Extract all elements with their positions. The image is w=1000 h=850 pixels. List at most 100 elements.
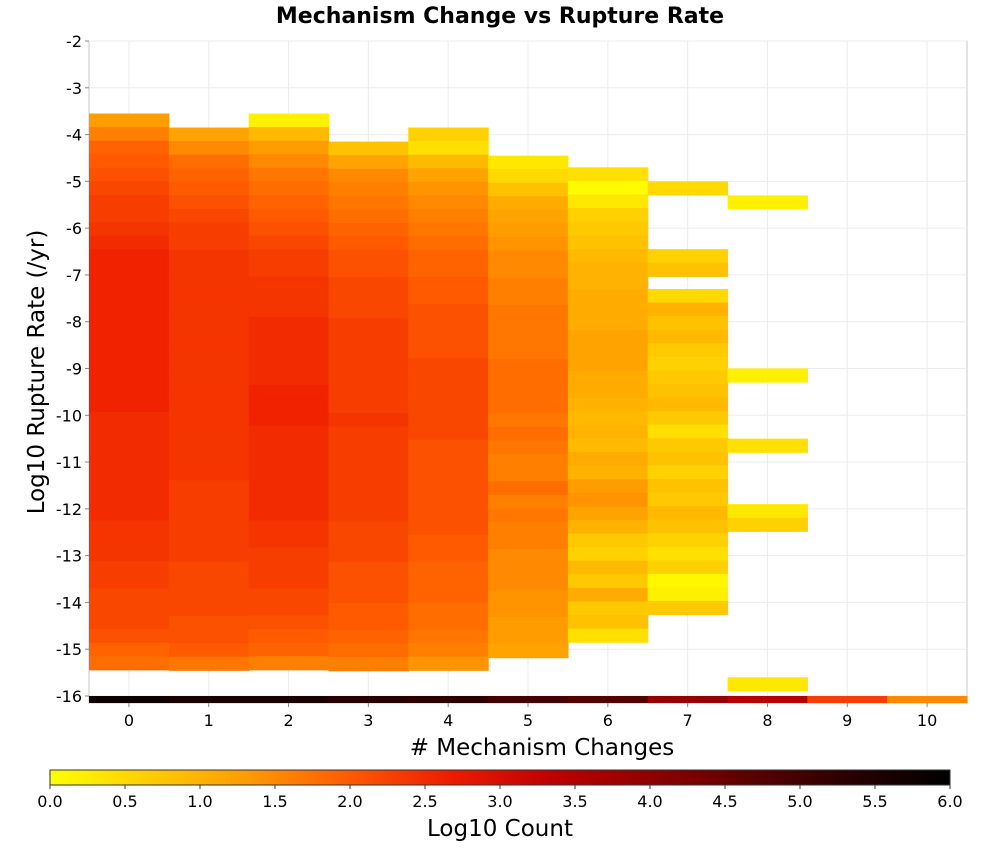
heatmap-cell bbox=[328, 412, 409, 428]
heatmap-cell bbox=[488, 277, 569, 292]
heatmap-cell bbox=[248, 235, 330, 250]
heatmap-cell bbox=[647, 601, 729, 616]
heatmap-cell bbox=[647, 573, 729, 589]
heatmap-cell bbox=[168, 385, 250, 400]
heatmap-cell bbox=[408, 168, 489, 183]
heatmap-cell bbox=[567, 492, 649, 508]
heatmap-cell bbox=[89, 357, 170, 372]
heatmap-cell bbox=[408, 276, 489, 291]
heatmap-cell bbox=[168, 276, 250, 291]
y-axis-ticks: -2 -3 -4 -5 -6 -7 -8 -9 -10 -11 -12 -13 -14 -15 -16 bbox=[56, 32, 89, 706]
heatmap-cell bbox=[248, 181, 330, 196]
heatmap-cell bbox=[248, 249, 330, 264]
heatmap-cell bbox=[89, 208, 170, 223]
heatmap-cell bbox=[647, 465, 729, 480]
heatmap-cell bbox=[89, 249, 170, 264]
heatmap-cell bbox=[567, 425, 649, 440]
y-tick-label: -15 bbox=[56, 640, 82, 659]
y-tick-label: -8 bbox=[66, 313, 82, 332]
colorbar-tick-label: 0.0 bbox=[37, 792, 62, 811]
heatmap-cell bbox=[168, 412, 250, 427]
heatmap-cell bbox=[328, 182, 409, 197]
heatmap-cell bbox=[89, 330, 170, 345]
heatmap-cell bbox=[248, 330, 330, 345]
y-tick-label: -9 bbox=[66, 359, 82, 378]
heatmap-cell bbox=[647, 302, 729, 317]
heatmap-cell bbox=[488, 481, 569, 496]
heatmap-cell bbox=[89, 154, 170, 169]
heatmap-cell bbox=[647, 288, 729, 304]
heatmap-cell bbox=[168, 290, 250, 305]
heatmap-cell bbox=[89, 520, 170, 535]
heatmap-cell bbox=[408, 439, 489, 454]
heatmap-cell bbox=[89, 642, 170, 657]
heatmap-cell bbox=[89, 696, 170, 703]
heatmap-cell bbox=[807, 696, 888, 703]
heatmap-cell bbox=[248, 506, 330, 522]
heatmap-cell bbox=[248, 561, 330, 576]
heatmap-cell bbox=[727, 195, 808, 210]
heatmap-cell bbox=[647, 329, 729, 344]
heatmap-cell bbox=[408, 331, 489, 346]
heatmap-cell bbox=[567, 615, 649, 630]
heatmap-cell bbox=[89, 140, 170, 155]
heatmap-cell bbox=[328, 250, 409, 265]
heatmap-cell bbox=[488, 440, 569, 455]
heatmap-cell bbox=[408, 575, 489, 590]
heatmap-cell bbox=[168, 466, 250, 481]
heatmap-cell bbox=[328, 507, 409, 523]
heatmap-cell bbox=[408, 548, 489, 563]
heatmap-cell bbox=[408, 656, 489, 671]
heatmap-cell bbox=[567, 601, 649, 616]
heatmap-cell bbox=[89, 222, 170, 237]
heatmap-cell bbox=[328, 372, 409, 387]
heatmap-cell bbox=[328, 453, 409, 468]
heatmap-cell bbox=[168, 358, 250, 373]
x-tick-label: 2 bbox=[283, 711, 293, 730]
heatmap-cell bbox=[89, 303, 170, 318]
heatmap-cell bbox=[647, 492, 729, 507]
heatmap-cell bbox=[567, 302, 649, 318]
heatmap-cell bbox=[408, 181, 489, 196]
heatmap-cell bbox=[168, 208, 250, 224]
heatmap-cell bbox=[168, 236, 250, 251]
heatmap-cell bbox=[567, 452, 649, 467]
x-axis-label: # Mechanism Changes bbox=[410, 735, 675, 761]
heatmap-cell bbox=[248, 615, 330, 630]
heatmap-cell bbox=[168, 154, 250, 169]
heatmap-cell bbox=[408, 602, 489, 617]
heatmap-cell bbox=[89, 656, 170, 671]
heatmap-cell bbox=[488, 182, 569, 197]
colorbar-tick-label: 0.5 bbox=[112, 792, 137, 811]
heatmap-cell bbox=[727, 677, 808, 692]
heatmap-cell bbox=[488, 494, 569, 509]
heatmap-cell bbox=[488, 291, 569, 306]
heatmap-cell bbox=[89, 113, 170, 128]
x-tick-label: 3 bbox=[363, 711, 373, 730]
heatmap-cell bbox=[488, 359, 569, 374]
heatmap-cell bbox=[567, 411, 649, 426]
heatmap-cell bbox=[408, 249, 489, 264]
heatmap-cell bbox=[248, 412, 330, 427]
heatmap-cell bbox=[328, 236, 409, 251]
heatmap-cell bbox=[328, 562, 409, 577]
heatmap-cell bbox=[567, 547, 649, 562]
x-tick-label: 1 bbox=[204, 711, 214, 730]
heatmap-cell bbox=[408, 385, 489, 400]
heatmap-cell bbox=[89, 276, 170, 291]
heatmap-cell bbox=[248, 588, 330, 603]
heatmap-cell bbox=[89, 398, 170, 413]
y-axis-label: Log10 Rupture Rate (/yr) bbox=[24, 230, 50, 515]
heatmap-cell bbox=[328, 195, 409, 211]
heatmap-cell bbox=[647, 438, 729, 453]
x-tick-label: 10 bbox=[917, 711, 937, 730]
heatmap-cell bbox=[488, 426, 569, 442]
heatmap-cell bbox=[408, 222, 489, 237]
heatmap-cell bbox=[89, 344, 170, 359]
heatmap-cell bbox=[647, 533, 729, 548]
heatmap-cell bbox=[168, 127, 250, 142]
heatmap-cell bbox=[248, 398, 330, 413]
heatmap-cell bbox=[488, 576, 569, 591]
heatmap-cell bbox=[408, 208, 489, 224]
colorbar-tick-label: 1.5 bbox=[262, 792, 287, 811]
